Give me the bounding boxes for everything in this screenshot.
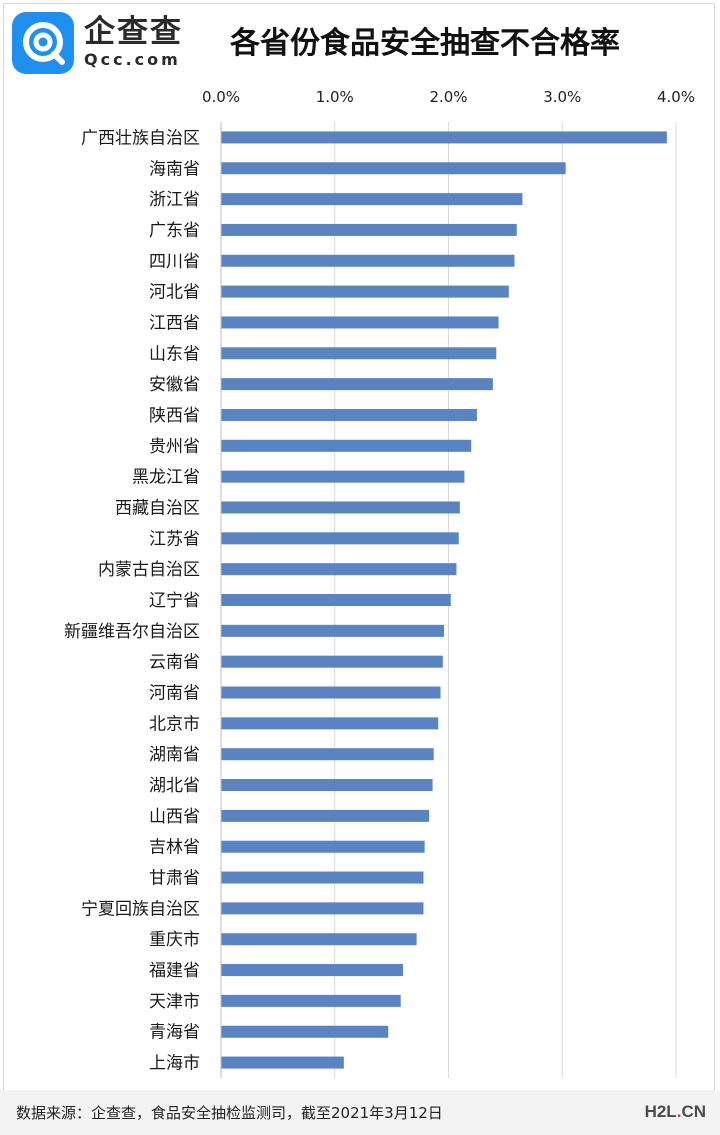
- category-label: 江苏省: [149, 529, 200, 549]
- category-label: 陕西省: [149, 406, 200, 426]
- x-tick-label: 2.0%: [429, 88, 467, 106]
- bar: [221, 624, 444, 637]
- bar: [221, 748, 434, 761]
- category-label: 海南省: [149, 159, 200, 179]
- bar: [221, 994, 401, 1007]
- bar: [221, 686, 441, 699]
- watermark-right: CN: [681, 1102, 706, 1121]
- x-tick-label: 0.0%: [202, 88, 240, 106]
- category-label: 内蒙古自治区: [98, 560, 200, 580]
- bar: [221, 964, 403, 977]
- bar: [221, 717, 439, 730]
- watermark-dot: .: [676, 1102, 682, 1121]
- bar: [221, 470, 465, 483]
- category-label: 辽宁省: [149, 591, 200, 611]
- category-label: 安徽省: [149, 375, 200, 395]
- category-label: 江西省: [149, 313, 200, 333]
- bar: [221, 408, 477, 421]
- category-label: 贵州省: [149, 437, 200, 457]
- x-tick-label: 1.0%: [316, 88, 354, 106]
- bar: [221, 439, 472, 452]
- bar: [221, 254, 515, 267]
- category-label: 湖南省: [149, 745, 200, 765]
- bar: [221, 131, 667, 144]
- category-label: 河南省: [149, 684, 200, 704]
- footer: 数据来源：企查查，食品安全抽检监测司，截至2021年3月12日 H2L.CN: [0, 1090, 720, 1135]
- bar: [221, 378, 493, 391]
- category-label: 河北省: [149, 283, 200, 303]
- logo-domain: Qcc.com: [84, 50, 181, 69]
- category-label: 新疆维吾尔自治区: [64, 622, 200, 642]
- bar: [221, 532, 459, 545]
- category-label: 青海省: [149, 1023, 200, 1043]
- bar: [221, 594, 451, 606]
- bar: [221, 316, 499, 329]
- bar-chart: 0.0% 1.0% 2.0% 3.0% 4.0% 广西壮族自治区海南省浙江省广东省四川省河…: [64, 88, 695, 1078]
- category-label: 湖北省: [149, 776, 200, 796]
- x-tick-label: 4.0%: [657, 88, 695, 106]
- bar: [221, 809, 430, 822]
- x-tick-label: 3.0%: [543, 88, 581, 106]
- bar: [221, 1056, 344, 1069]
- category-label: 福建省: [149, 961, 200, 981]
- category-label: 广西壮族自治区: [81, 128, 200, 148]
- category-label: 上海市: [149, 1054, 200, 1074]
- chart-title: 各省份食品安全抽查不合格率: [230, 26, 620, 61]
- bar: [221, 933, 417, 946]
- category-label: 广东省: [149, 221, 200, 241]
- bar: [221, 223, 517, 236]
- source-note: 数据来源：企查查，食品安全抽检监测司，截至2021年3月12日: [16, 1104, 443, 1122]
- watermark: H2L.CN: [645, 1102, 706, 1122]
- bar: [221, 655, 443, 668]
- category-label: 重庆市: [149, 930, 200, 950]
- category-label: 北京市: [149, 714, 200, 734]
- category-label: 宁夏回族自治区: [81, 899, 200, 919]
- bar: [221, 501, 460, 514]
- category-label: 浙江省: [149, 190, 200, 210]
- category-label: 山东省: [149, 344, 200, 364]
- bar: [221, 563, 457, 576]
- watermark-left: H2L: [644, 1102, 677, 1121]
- category-label: 黑龙江省: [132, 468, 200, 488]
- category-label: 山西省: [149, 807, 200, 827]
- logo-name: 企查查: [84, 14, 183, 50]
- bar: [221, 902, 424, 915]
- bar: [221, 285, 509, 298]
- qcc-logo-icon: [12, 12, 74, 74]
- category-label: 云南省: [149, 653, 200, 673]
- header: 企查查 Qcc.com 各省份食品安全抽查不合格率: [0, 0, 720, 80]
- category-label: 天津市: [149, 992, 200, 1012]
- bar: [221, 347, 497, 360]
- bar: [221, 162, 566, 175]
- category-label: 甘肃省: [149, 869, 200, 889]
- bar: [221, 193, 523, 206]
- bar: [221, 779, 433, 792]
- category-label: 西藏自治区: [115, 498, 200, 518]
- bar: [221, 1025, 389, 1038]
- category-label: 四川省: [149, 252, 200, 272]
- bar: [221, 840, 425, 853]
- category-label: 吉林省: [149, 838, 200, 858]
- bar: [221, 871, 424, 884]
